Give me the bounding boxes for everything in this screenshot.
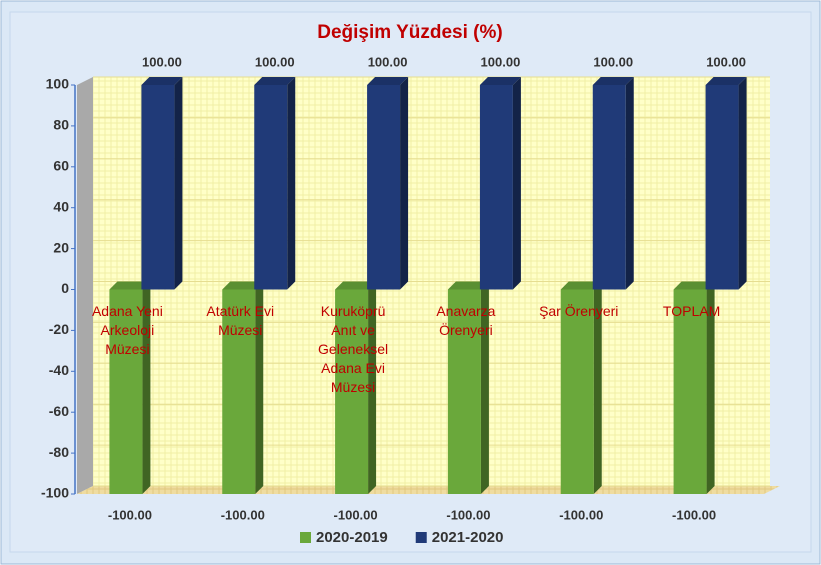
chart-title: Değişim Yüzdesi (%)	[317, 22, 502, 43]
data-label: -100.00	[108, 507, 152, 522]
legend-swatch	[300, 532, 311, 543]
bar	[367, 85, 401, 290]
y-tick-label: 100	[46, 76, 70, 92]
y-tick-label: -80	[49, 444, 69, 460]
bar-top	[705, 77, 747, 85]
bar	[705, 85, 739, 290]
bar-side	[368, 281, 377, 494]
data-label: -100.00	[446, 507, 490, 522]
bar-top	[141, 77, 183, 85]
bar	[222, 289, 256, 494]
y-tick-label: 20	[53, 239, 69, 255]
data-label: 100.00	[255, 54, 295, 69]
bar-top	[479, 77, 521, 85]
bar-top	[109, 281, 151, 290]
legend-swatch	[415, 532, 427, 543]
category-label: TOPLAM	[662, 302, 721, 319]
bar-top	[560, 281, 602, 290]
bar-side	[287, 77, 296, 290]
bar	[254, 85, 288, 290]
bar-top	[592, 77, 634, 85]
bar-side	[174, 77, 183, 290]
bar-side	[512, 77, 521, 290]
bar-side	[255, 281, 264, 494]
bar	[673, 289, 707, 494]
y-tick-label: -60	[49, 403, 69, 419]
bar-side	[625, 77, 634, 290]
category-label: Kuruköprü Anıt ve Geleneksel Adana Evi M…	[318, 302, 389, 395]
bar	[592, 85, 626, 290]
data-label: 100.00	[142, 54, 182, 69]
bar-side	[593, 281, 602, 494]
y-tick-label: 80	[53, 117, 69, 133]
bar	[447, 289, 481, 494]
category-label: Anavarza Örenyeri	[436, 302, 496, 338]
category-label: Atatürk Evi Müzesi	[206, 302, 275, 338]
bar	[560, 289, 594, 494]
y-tick-label: -100	[41, 485, 69, 501]
side-wall	[77, 77, 93, 494]
bar-side	[706, 281, 715, 494]
y-tick-label: -20	[49, 321, 69, 337]
bar-top	[367, 77, 409, 85]
bar	[109, 289, 143, 494]
bar-top	[335, 281, 377, 290]
data-label: -100.00	[672, 507, 716, 522]
bar	[141, 85, 175, 290]
y-tick-label: -40	[49, 362, 69, 378]
data-label: -100.00	[334, 507, 378, 522]
y-tick-label: 40	[53, 198, 69, 214]
bar-side	[400, 77, 409, 290]
bar-side	[480, 281, 489, 494]
bar-side	[738, 77, 747, 290]
data-label: 100.00	[368, 54, 408, 69]
data-label: -100.00	[559, 507, 603, 522]
y-tick-label: 60	[53, 158, 69, 174]
bar-top	[222, 281, 264, 290]
category-label: Adana Yeni Arkeoloji Müzesi	[91, 302, 163, 357]
bar-side	[142, 281, 151, 494]
bar-top	[254, 77, 296, 85]
data-label: -100.00	[221, 507, 265, 522]
legend-label: 2020-2019	[316, 529, 388, 546]
bar-top	[447, 281, 489, 290]
category-label: Şar Örenyeri	[539, 302, 619, 319]
y-tick-label: 0	[61, 280, 69, 296]
data-label: 100.00	[481, 54, 521, 69]
bar	[335, 289, 369, 494]
bar-top	[673, 281, 715, 290]
data-label: 100.00	[706, 54, 746, 69]
bar	[479, 85, 513, 290]
legend-label: 2021-2020	[432, 529, 504, 546]
data-label: 100.00	[593, 54, 633, 69]
